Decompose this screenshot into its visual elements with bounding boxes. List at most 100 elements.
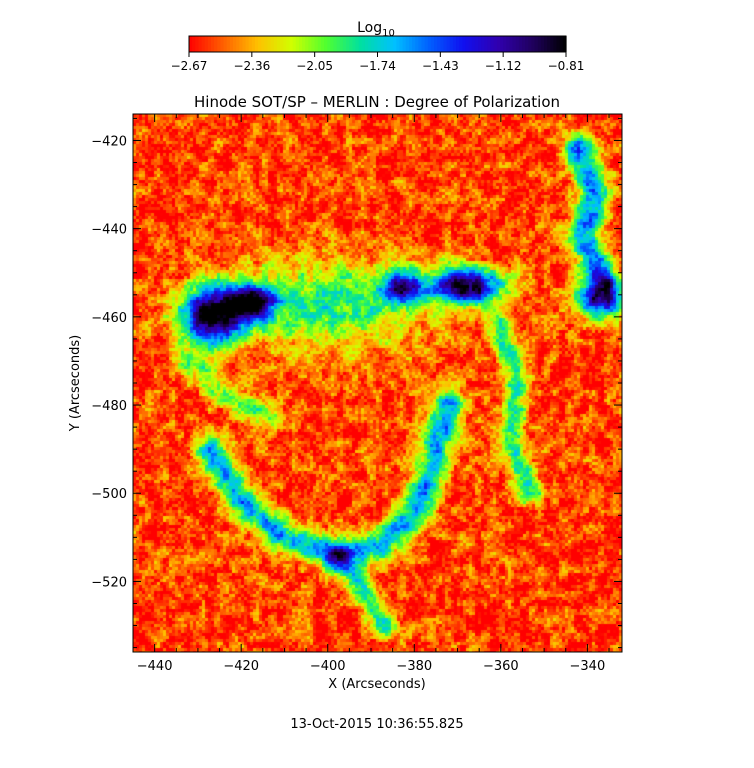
colorbar-segment [424,36,429,52]
colorbar-segment [273,36,278,52]
colorbar-segment [217,36,222,52]
colorbar-segment [562,36,567,52]
colorbar-segment [264,36,269,52]
colorbar-segment [525,36,529,52]
colorbar-segment [258,36,262,52]
colorbar-segment [547,36,551,52]
colorbar-segment [534,36,539,52]
colorbar-segment [434,36,438,52]
x-axis: −440 −420 −400 −380 −360 −340 [132,114,610,674]
y-tick-label: −420 [91,134,127,149]
colorbar-segment [358,36,363,52]
colorbar: −2.67 −2.36 −2.05 −1.74 −1.43 −1.12 −0.81 [171,35,584,73]
colorbar-segment [198,36,203,52]
y-tick-label: −460 [91,311,127,326]
heatmap-image [133,114,622,652]
colorbar-segment [405,36,410,52]
colorbar-segment [371,36,375,52]
colorbar-segment [503,36,507,52]
colorbar-segment [474,36,479,52]
colorbar-segment [270,36,275,52]
colorbar-segment [236,36,240,52]
colorbar-segment [446,36,451,52]
colorbar-segment [276,36,281,52]
colorbar-segment [320,36,325,52]
colorbar-segment [396,36,401,52]
colorbar-segment [229,36,234,52]
colorbar-segment [368,36,372,52]
colorbar-segment [496,36,501,52]
colorbar-segment [204,36,209,52]
colorbar-segment [339,36,344,52]
colorbar-segment [226,36,231,52]
colorbar-segment [232,36,237,52]
colorbar-tick-label: −2.36 [233,59,270,73]
colorbar-segment [245,36,250,52]
x-tick-label: −400 [310,659,346,674]
colorbar-segment [443,36,448,52]
colorbar-segment [531,36,536,52]
colorbar-segment [459,36,463,52]
colorbar-segment [189,36,193,52]
colorbar-segment [324,36,328,52]
colorbar-segment [512,36,517,52]
colorbar-segment [352,36,357,52]
timestamp: 13-Oct-2015 10:36:55.825 [290,717,463,732]
colorbar-segment [522,36,526,52]
colorbar-segment [393,36,397,52]
colorbar-segment [515,36,520,52]
colorbar-segment [292,36,297,52]
colorbar-segment [330,36,335,52]
colorbar-segment [518,36,523,52]
colorbar-segment [449,36,454,52]
colorbar-segment [239,36,244,52]
colorbar-segment [528,36,533,52]
colorbar-segment [280,36,284,52]
colorbar-segment [415,36,419,52]
colorbar-tick-label: −2.67 [171,59,208,73]
y-tick-label: −520 [91,575,127,590]
colorbar-segment [390,36,394,52]
colorbar-segment [364,36,369,52]
colorbar-segment [440,36,445,52]
colorbar-segment [248,36,253,52]
colorbar-segment [220,36,225,52]
colorbar-segment [421,36,426,52]
colorbar-segment [308,36,313,52]
y-tick-label: −440 [91,223,127,238]
colorbar-segment [465,36,470,52]
colorbar-segment [537,36,542,52]
y-axis: −420 −440 −460 −480 −500 −520 [91,117,622,649]
y-axis-label: Y (Arcseconds) [68,335,83,432]
colorbar-segment [210,36,215,52]
colorbar-segment [399,36,404,52]
colorbar-segment [452,36,457,52]
colorbar-segment [286,36,291,52]
colorbar-segment [380,36,385,52]
colorbar-segment [336,36,341,52]
colorbar-title: Log10 [357,20,395,39]
colorbar-segment [349,36,353,52]
colorbar-segment [556,36,561,52]
colorbar-segment [361,36,366,52]
colorbar-segment [333,36,338,52]
colorbar-segment [430,36,435,52]
colorbar-segment [509,36,514,52]
colorbar-tick-label: −2.05 [296,59,333,73]
colorbar-segment [374,36,379,52]
colorbar-segment [327,36,331,52]
x-tick-label: −380 [396,659,432,674]
colorbar-segment [544,36,548,52]
colorbar-segment [214,36,218,52]
colorbar-segment [427,36,432,52]
colorbar-segment [298,36,303,52]
colorbar-segment [506,36,511,52]
x-tick-label: −360 [483,659,519,674]
colorbar-segment [261,36,265,52]
colorbar-segment [553,36,558,52]
colorbar-segment [412,36,416,52]
colorbar-segment [346,36,350,52]
colorbar-segment [207,36,212,52]
colorbar-segment [223,36,228,52]
